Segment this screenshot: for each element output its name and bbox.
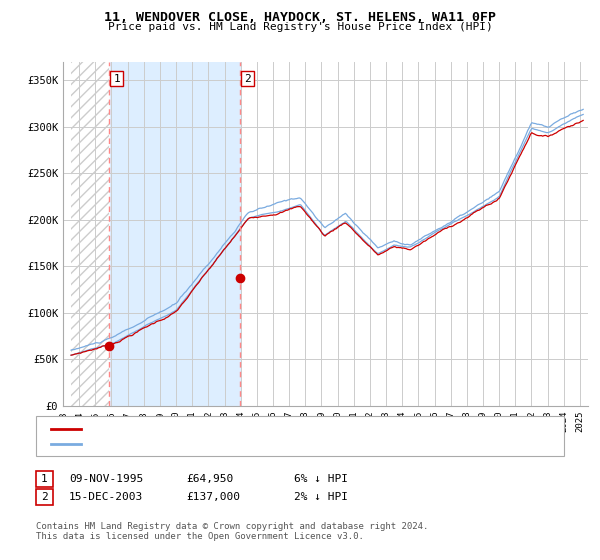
Text: 11, WENDOVER CLOSE, HAYDOCK, ST. HELENS, WA11 0FP (detached house): 11, WENDOVER CLOSE, HAYDOCK, ST. HELENS,… <box>87 424 475 434</box>
Text: 2% ↓ HPI: 2% ↓ HPI <box>294 492 348 502</box>
Text: 09-NOV-1995: 09-NOV-1995 <box>69 474 143 484</box>
Text: 11, WENDOVER CLOSE, HAYDOCK, ST. HELENS, WA11 0FP: 11, WENDOVER CLOSE, HAYDOCK, ST. HELENS,… <box>104 11 496 24</box>
Text: Contains HM Land Registry data © Crown copyright and database right 2024.
This d: Contains HM Land Registry data © Crown c… <box>36 522 428 542</box>
Text: Price paid vs. HM Land Registry's House Price Index (HPI): Price paid vs. HM Land Registry's House … <box>107 22 493 32</box>
Text: 1: 1 <box>113 74 120 83</box>
Text: HPI: Average price, detached house, St Helens: HPI: Average price, detached house, St H… <box>87 439 352 449</box>
Text: 2: 2 <box>41 492 48 502</box>
Text: 6% ↓ HPI: 6% ↓ HPI <box>294 474 348 484</box>
Text: 1: 1 <box>41 474 48 484</box>
Text: 2: 2 <box>244 74 251 83</box>
Text: £64,950: £64,950 <box>186 474 233 484</box>
Text: £137,000: £137,000 <box>186 492 240 502</box>
Text: 15-DEC-2003: 15-DEC-2003 <box>69 492 143 502</box>
